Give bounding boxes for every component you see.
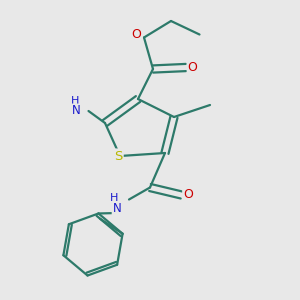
- Text: O: O: [132, 28, 141, 41]
- Text: H: H: [110, 193, 118, 203]
- Text: O: O: [188, 61, 197, 74]
- Text: S: S: [114, 149, 123, 163]
- Text: O: O: [183, 188, 193, 202]
- Text: H: H: [71, 95, 79, 106]
- Text: N: N: [72, 104, 81, 118]
- Text: N: N: [112, 202, 122, 215]
